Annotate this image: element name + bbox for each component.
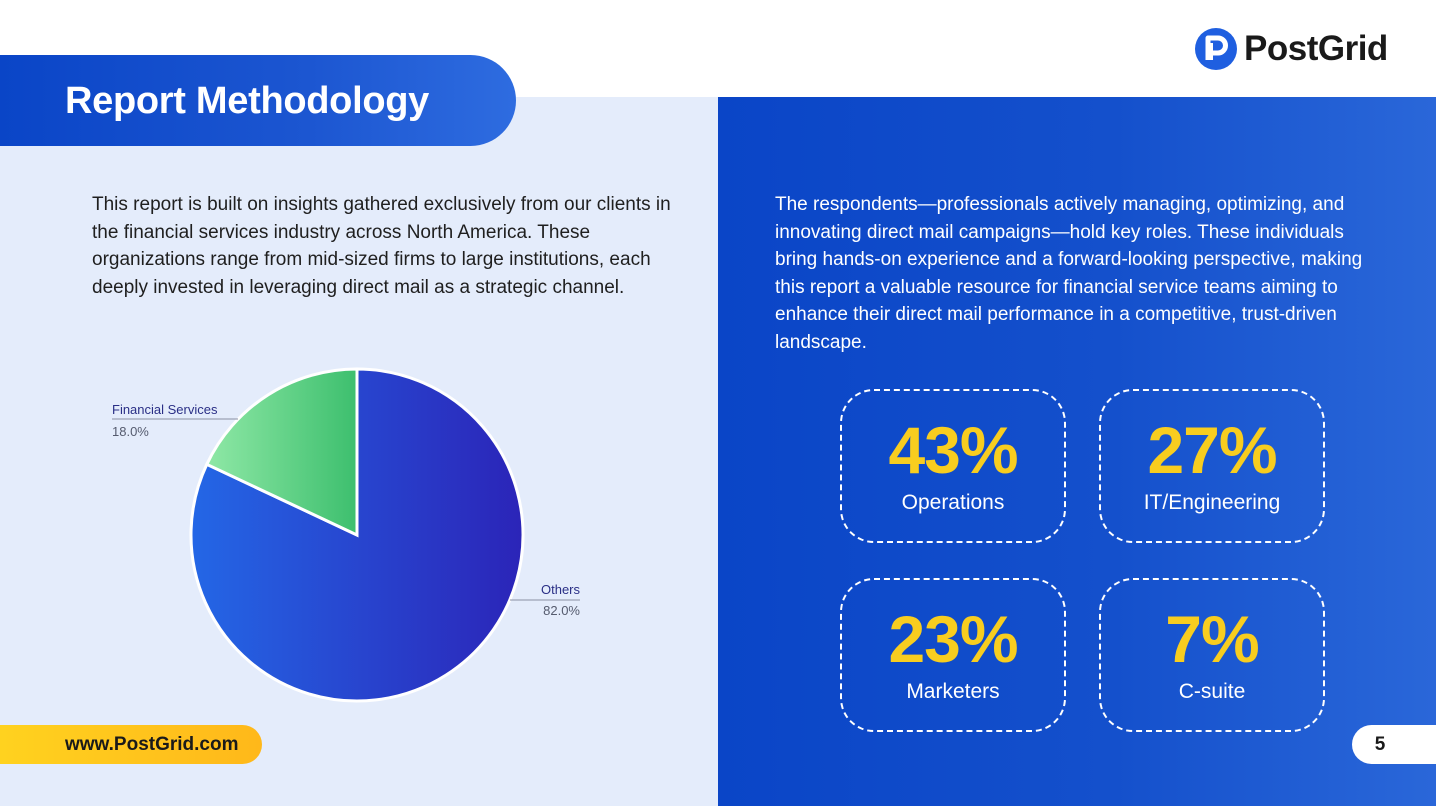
footer-url-pill: [0, 725, 262, 764]
stat-label: C-suite: [1178, 680, 1246, 703]
pie-label-financial-services: Financial Services: [112, 402, 218, 417]
page-number: 5: [1374, 734, 1386, 755]
stat-label: Marketers: [906, 680, 1000, 703]
logo-text: PostGrid: [1244, 29, 1388, 68]
page-title: Report Methodology: [65, 80, 430, 122]
title-banner: [0, 55, 516, 146]
stat-value: 43%: [888, 413, 1018, 487]
pie-value-financial-services: 18.0%: [112, 424, 149, 439]
stat-card-marketers: 23% Marketers: [840, 578, 1066, 732]
intro-paragraph-left: This report is built on insights gathere…: [92, 194, 671, 298]
intro-paragraph-right: The respondents—professionals actively m…: [775, 194, 1363, 353]
right-panel: [718, 97, 1436, 806]
pie-value-others: 82.0%: [543, 603, 580, 618]
stat-value: 23%: [888, 602, 1018, 676]
pie-chart: Financial Services 18.0% Others 82.0%: [112, 367, 581, 703]
pie-label-others: Others: [541, 582, 581, 597]
stat-card-operations: 43% Operations: [840, 389, 1066, 543]
stat-label: IT/Engineering: [1143, 491, 1281, 514]
postgrid-logo-icon: [1195, 28, 1237, 70]
footer-url[interactable]: www.PostGrid.com: [65, 734, 239, 755]
stat-value: 7%: [1165, 602, 1259, 676]
stat-label: Operations: [901, 491, 1005, 514]
page-number-pill: [1352, 725, 1436, 764]
pie-slice-financial-services: [204, 367, 359, 538]
stat-card-it-engineering: 27% IT/Engineering: [1099, 389, 1325, 543]
stat-value: 27%: [1147, 413, 1277, 487]
stat-card-c-suite: 7% C-suite: [1099, 578, 1325, 732]
